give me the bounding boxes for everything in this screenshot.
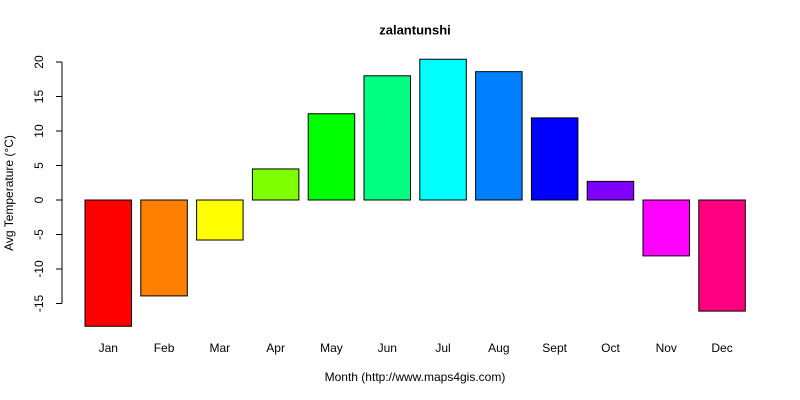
bar	[475, 71, 523, 201]
y-tick-label: 10	[32, 124, 46, 138]
x-tick-label: Nov	[656, 341, 677, 355]
x-tick-label: Mar	[210, 341, 231, 355]
bar	[196, 199, 244, 241]
x-axis-label: Month (http://www.maps4gis.com)	[325, 370, 506, 384]
bar	[642, 199, 690, 257]
x-tick-label: Jun	[378, 341, 397, 355]
chart-title: zalantunshi	[379, 22, 451, 37]
y-tick-label: 5	[32, 162, 46, 169]
y-axis-label: Avg Temperature (°C)	[2, 135, 16, 251]
bar	[419, 58, 467, 201]
x-tick-label: Jan	[99, 341, 118, 355]
y-tick-label: 15	[32, 90, 46, 104]
bar	[530, 117, 579, 201]
y-tick-label: -5	[32, 229, 46, 240]
x-tick-label: May	[320, 341, 343, 355]
x-tick-label: Jul	[435, 341, 450, 355]
y-tick-label: -10	[32, 260, 46, 278]
bar	[84, 199, 132, 327]
bar	[307, 113, 356, 201]
bar	[140, 199, 188, 297]
bar	[363, 75, 411, 201]
y-tick-label: 0	[32, 196, 46, 203]
x-tick-label: Feb	[154, 341, 175, 355]
x-tick-label: Sept	[542, 341, 567, 355]
x-tick-label: Dec	[711, 341, 732, 355]
bar	[698, 199, 746, 312]
x-tick-label: Apr	[266, 341, 285, 355]
x-tick-label: Oct	[601, 341, 620, 355]
bar	[586, 180, 635, 201]
bar	[251, 168, 300, 201]
y-tick-label: 20	[32, 55, 46, 69]
x-tick-label: Aug	[488, 341, 509, 355]
y-tick-label: -15	[32, 295, 46, 313]
